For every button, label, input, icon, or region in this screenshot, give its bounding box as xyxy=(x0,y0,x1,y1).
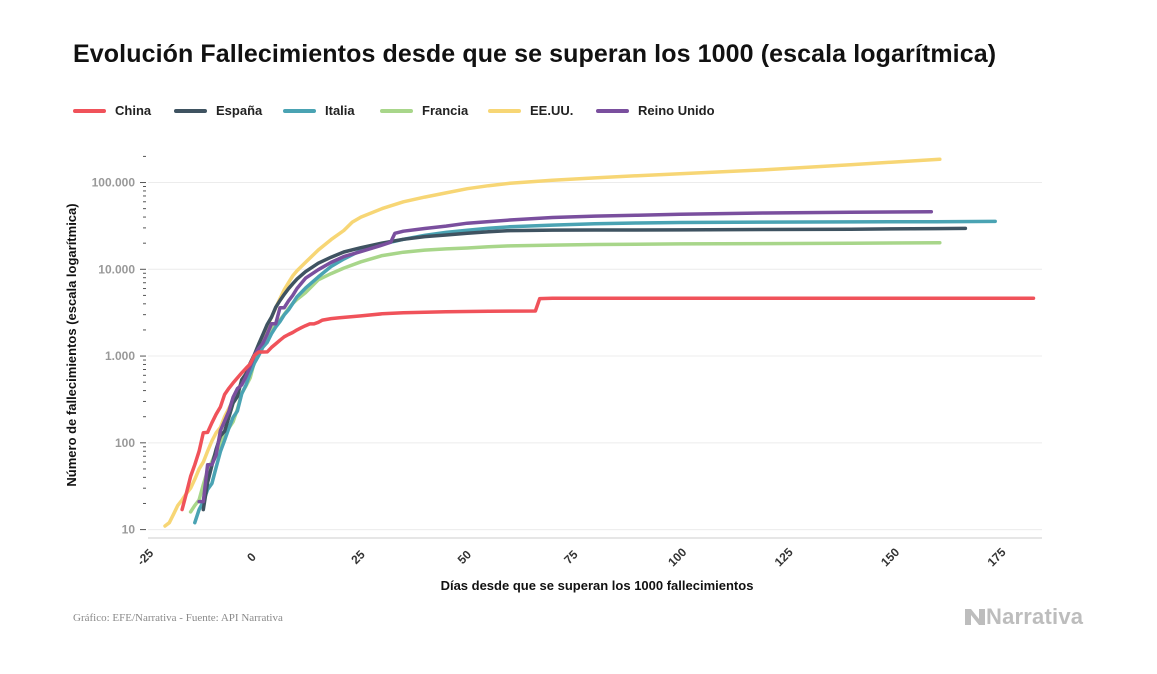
narrativa-logo-icon xyxy=(965,609,985,625)
x-tick-label: 125 xyxy=(772,545,796,569)
legend-item-espana[interactable]: España xyxy=(174,103,262,118)
legend-swatch-italia xyxy=(283,108,316,113)
legend-swatch-reino-unido xyxy=(596,108,629,113)
x-tick-label: 75 xyxy=(561,547,581,567)
series-line-ee-uu xyxy=(163,157,942,528)
x-axis-title: Días desde que se superan los 1000 falle… xyxy=(441,578,754,593)
legend-label-italia: Italia xyxy=(325,103,355,118)
legend-item-eeuu[interactable]: EE.UU. xyxy=(488,103,573,118)
chart-title: Evolución Fallecimientos desde que se su… xyxy=(73,40,997,68)
x-tick-label: 25 xyxy=(348,547,368,567)
legend-item-francia[interactable]: Francia xyxy=(380,103,468,118)
x-tick-label: 150 xyxy=(878,545,902,569)
legend-swatch-eeuu xyxy=(488,108,521,113)
y-tick-label: 100.000 xyxy=(92,176,136,190)
legend-item-china[interactable]: China xyxy=(73,103,151,118)
series-line-italia xyxy=(193,219,997,525)
y-tick-label: 1.000 xyxy=(105,349,135,363)
y-axis-title: Número de fallecimientos (escala logarít… xyxy=(64,203,79,486)
x-tick-label: 50 xyxy=(455,547,475,567)
x-tick-label: 0 xyxy=(244,550,259,565)
legend-label-reino-unido: Reino Unido xyxy=(638,103,715,118)
legend-swatch-espana xyxy=(174,108,207,113)
brand-name: Narrativa xyxy=(986,604,1084,629)
y-tick-label: 10.000 xyxy=(98,262,135,276)
legend-label-china: China xyxy=(115,103,152,118)
source-credit: Gráfico: EFE/Narrativa - Fuente: API Nar… xyxy=(73,612,283,624)
x-tick-label: 175 xyxy=(985,545,1009,569)
brand-logo: Narrativa xyxy=(964,604,1083,630)
legend-swatch-francia xyxy=(380,108,413,113)
series-line-reino-unido xyxy=(197,210,934,504)
legend-item-reino-unido[interactable]: Reino Unido xyxy=(596,103,715,118)
legend-label-francia: Francia xyxy=(422,103,469,118)
legend-item-italia[interactable]: Italia xyxy=(283,103,355,118)
x-tick-label: 100 xyxy=(665,545,689,569)
series-line-china xyxy=(180,296,1036,512)
legend-swatch-china xyxy=(73,108,106,113)
y-tick-label: 100 xyxy=(115,436,135,450)
y-tick-label: 10 xyxy=(122,523,136,537)
legend-label-espana: España xyxy=(216,103,263,118)
legend-label-eeuu: EE.UU. xyxy=(530,103,574,118)
x-tick-label: -25 xyxy=(134,546,156,568)
